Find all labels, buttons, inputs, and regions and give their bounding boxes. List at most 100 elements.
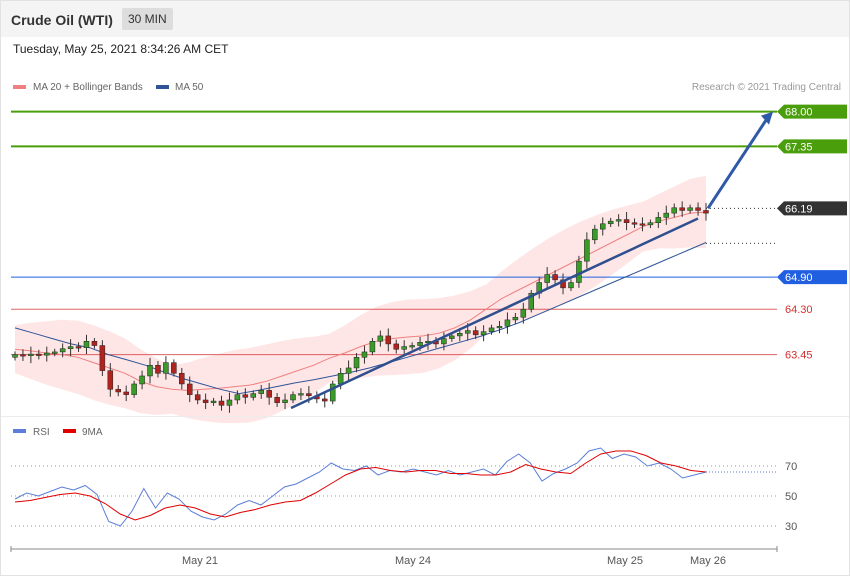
candle-body [663, 212, 670, 218]
candle-body [234, 394, 241, 401]
level-tag-64.90 [777, 270, 847, 285]
x-axis: May 21 May 24 May 25 May 26 [10, 546, 778, 567]
candle-body [218, 400, 225, 406]
candle-body [322, 398, 328, 402]
candle-body [512, 316, 519, 321]
candle-body [703, 210, 709, 214]
moving-averages [14, 211, 707, 395]
candle-body [258, 390, 264, 394]
candle-body [592, 228, 598, 241]
level-tag-67.35 [777, 139, 847, 154]
candle-body [337, 373, 344, 385]
x-axis-label: May 26 [690, 555, 726, 567]
candle-body [393, 343, 399, 350]
candle-body [12, 354, 18, 358]
candle-body [186, 383, 193, 395]
candle-body [67, 346, 74, 349]
candle-body [306, 393, 312, 396]
timestamp: Tuesday, May 25, 2021 8:34:26 AM CET [13, 42, 229, 56]
candle-body [496, 326, 503, 329]
candle-body [345, 367, 352, 374]
rsi-legend-label: RSI [33, 427, 50, 438]
candle-body [59, 348, 66, 353]
candle-body [115, 389, 122, 393]
support-trendline [290, 217, 699, 410]
instrument-title: Crude Oil (WTI) [11, 12, 113, 28]
level-value-66.19: 66.19 [785, 203, 813, 215]
level-value-64.90: 64.90 [785, 272, 813, 284]
x-axis-label: May 24 [395, 555, 431, 567]
x-axis-label: May 21 [182, 555, 218, 567]
candle-body [417, 342, 423, 346]
candlesticks [12, 201, 709, 413]
candle-body [171, 362, 177, 374]
candle-body [290, 394, 296, 401]
candle-body [504, 319, 511, 327]
candle-body [329, 383, 336, 402]
ma50-line [14, 242, 707, 395]
candle-body [488, 327, 495, 332]
candle-body [147, 365, 153, 377]
trend-annotations [290, 111, 773, 410]
candle-body [385, 335, 392, 345]
candle-body [695, 207, 701, 211]
candle-body [226, 399, 233, 406]
candle-body [655, 217, 662, 223]
candle-body [679, 207, 685, 211]
bollinger-bands [15, 175, 706, 424]
rsi-tick-50: 50 [785, 491, 797, 503]
level-labels: 68.00 67.35 66.19 64.90 64.30 63.45 [777, 104, 847, 362]
credit-text: Research © 2021 Trading Central [692, 82, 841, 93]
candle-body [353, 357, 360, 369]
target-arrow-shaft [706, 117, 769, 210]
panel-divider [1, 416, 849, 417]
candle-body [28, 353, 34, 356]
candle-body [599, 223, 606, 230]
candle-body [584, 239, 590, 262]
candle-body [560, 279, 566, 289]
candle-body [179, 373, 185, 385]
candle-body [639, 223, 646, 226]
rsi-panel: 70 50 30 [11, 447, 797, 533]
candle-body [163, 362, 169, 374]
candle-body [210, 400, 217, 403]
ma9-legend-label: 9MA [82, 427, 103, 438]
rsi-legend-swatch [13, 429, 26, 433]
candle-body [20, 354, 26, 357]
ma50-legend-swatch [156, 85, 169, 89]
bollinger-band-area [15, 175, 706, 424]
candle-body [266, 390, 272, 398]
candle-body [202, 399, 209, 403]
header-bar: Crude Oil (WTI) 30 MIN [1, 1, 849, 37]
candle-body [401, 346, 407, 350]
level-tag-68.00 [777, 104, 847, 119]
candle-body [449, 335, 455, 339]
candle-body [607, 220, 614, 225]
candle-body [298, 393, 304, 396]
rsi-tick-70: 70 [785, 461, 797, 473]
candle-body [44, 352, 50, 356]
candle-body [544, 274, 550, 283]
rsi-tick-30: 30 [785, 521, 797, 533]
candle-body [464, 330, 471, 334]
candle-body [631, 222, 638, 225]
candle-body [528, 292, 535, 310]
target-arrow-head [761, 111, 773, 125]
rsi-line [14, 447, 707, 527]
candle-body [99, 345, 106, 371]
candle-body [83, 341, 90, 348]
ma20-legend-swatch [13, 85, 26, 89]
ma20-legend-label: MA 20 + Bollinger Bands [33, 82, 143, 93]
level-value-68.00: 68.00 [785, 107, 813, 119]
candle-body [457, 332, 463, 337]
ma9-legend-swatch [63, 429, 76, 433]
level-value-63.45: 63.45 [785, 350, 813, 362]
candle-body [36, 353, 42, 356]
candle-body [155, 365, 161, 374]
interval-button[interactable]: 30 MIN [122, 8, 173, 30]
x-axis-label: May 25 [607, 555, 643, 567]
candle-body [671, 207, 677, 214]
candle-body [131, 383, 137, 395]
